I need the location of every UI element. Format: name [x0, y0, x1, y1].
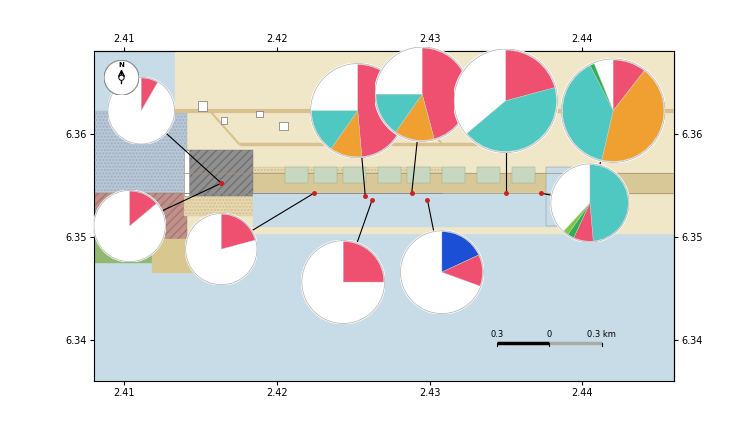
Wedge shape [312, 111, 358, 149]
Bar [384, 121, 392, 127]
Wedge shape [442, 232, 479, 272]
Polygon shape [187, 150, 253, 196]
Wedge shape [222, 214, 255, 249]
Polygon shape [343, 166, 366, 183]
Polygon shape [512, 166, 535, 183]
Wedge shape [590, 64, 613, 111]
Bar [279, 122, 288, 131]
Polygon shape [94, 193, 187, 243]
Polygon shape [253, 193, 442, 226]
Wedge shape [343, 241, 383, 282]
Wedge shape [358, 65, 404, 157]
Wedge shape [467, 88, 557, 152]
Wedge shape [562, 65, 613, 160]
Wedge shape [601, 71, 664, 161]
Text: 0.3: 0.3 [491, 330, 503, 339]
Circle shape [374, 47, 470, 142]
Polygon shape [184, 173, 674, 193]
Wedge shape [590, 165, 628, 241]
Circle shape [561, 59, 665, 163]
Circle shape [453, 48, 558, 153]
Wedge shape [422, 48, 468, 139]
Wedge shape [574, 203, 593, 241]
Bar [430, 104, 439, 111]
Bar [221, 117, 227, 124]
Circle shape [551, 163, 629, 242]
Polygon shape [184, 166, 442, 216]
Wedge shape [331, 111, 362, 157]
Polygon shape [442, 166, 465, 183]
Polygon shape [285, 166, 309, 183]
Text: 0: 0 [547, 330, 552, 339]
Polygon shape [152, 239, 210, 272]
Circle shape [310, 63, 405, 158]
Circle shape [301, 240, 385, 324]
Circle shape [104, 60, 139, 95]
Circle shape [108, 77, 175, 144]
Polygon shape [314, 166, 338, 183]
Polygon shape [175, 51, 674, 232]
Polygon shape [94, 111, 187, 210]
Wedge shape [506, 50, 555, 101]
Text: N: N [118, 62, 124, 68]
Circle shape [119, 75, 124, 80]
Polygon shape [378, 166, 401, 183]
Polygon shape [476, 166, 500, 183]
Polygon shape [546, 166, 575, 226]
Circle shape [400, 230, 484, 314]
Wedge shape [568, 203, 590, 238]
Bar [314, 118, 321, 124]
Polygon shape [94, 239, 152, 262]
Wedge shape [130, 191, 157, 226]
Wedge shape [142, 78, 157, 111]
Bar [349, 112, 355, 117]
Bar [256, 111, 263, 117]
Wedge shape [564, 203, 590, 234]
Bar [198, 101, 207, 111]
Polygon shape [407, 166, 430, 183]
Circle shape [185, 213, 258, 285]
Wedge shape [613, 60, 644, 111]
Polygon shape [442, 193, 558, 226]
Circle shape [94, 190, 166, 262]
Wedge shape [442, 255, 482, 286]
Wedge shape [376, 94, 422, 132]
Wedge shape [395, 94, 434, 140]
Polygon shape [184, 150, 189, 196]
Text: 0.3 km: 0.3 km [587, 330, 616, 339]
